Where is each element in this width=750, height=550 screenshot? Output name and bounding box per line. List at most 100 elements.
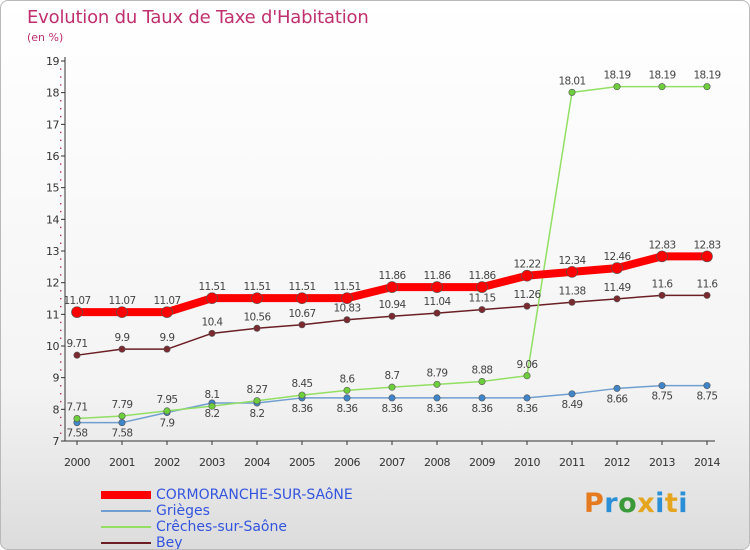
- legend-label: Crêches-sur-Saône: [156, 519, 287, 535]
- y-tick-label: 15: [46, 182, 59, 195]
- data-label-bey: 9.71: [67, 338, 88, 350]
- data-label-cr-ches-sur-sa-ne: 8.88: [472, 364, 493, 376]
- data-label-cr-ches-sur-sa-ne: 18.19: [603, 70, 630, 82]
- data-label-cr-ches-sur-sa-ne: 7.79: [112, 399, 133, 411]
- data-point-bey: [478, 306, 486, 314]
- legend-swatch: [101, 491, 151, 499]
- data-label-bey: 9.9: [160, 332, 175, 344]
- x-tick-label: 2012: [604, 456, 630, 469]
- data-label-gri-ges: 8.36: [517, 403, 539, 415]
- data-label-bey: 11.15: [468, 293, 495, 305]
- data-point-cormoranche-sur-sa-ne: [701, 250, 713, 263]
- data-point-bey: [163, 345, 171, 353]
- axes: 7 8 9 10 11 12 13 14 15 16 17 18 19 2000 2001 2002 2003 2…: [46, 55, 721, 469]
- data-point-cormoranche-sur-sa-ne: [251, 292, 263, 304]
- data-label-gri-ges: 7.9: [160, 418, 175, 430]
- y-minor-tick: [60, 266, 62, 268]
- legend-swatch: [101, 526, 151, 528]
- data-point-cr-ches-sur-sa-ne: [118, 412, 126, 420]
- data-point-cr-ches-sur-sa-ne: [298, 391, 306, 399]
- y-minor-tick: [60, 108, 62, 110]
- y-minor-tick: [60, 84, 62, 86]
- logo-letter: i: [655, 488, 665, 519]
- data-point-bey: [253, 324, 261, 332]
- legend-swatch: [101, 510, 151, 512]
- data-point-cormoranche-sur-sa-ne: [476, 281, 488, 293]
- y-minor-tick: [60, 393, 62, 395]
- data-label-gri-ges: 8.75: [697, 391, 718, 403]
- x-tick-label: 2005: [289, 456, 315, 469]
- data-point-cormoranche-sur-sa-ne: [116, 306, 128, 318]
- data-point-cormoranche-sur-sa-ne: [71, 306, 83, 318]
- data-label-cr-ches-sur-sa-ne: 8.45: [292, 378, 313, 390]
- y-minor-tick: [60, 274, 62, 276]
- series-dots: [71, 83, 713, 427]
- data-point-cr-ches-sur-sa-ne: [208, 402, 216, 410]
- logo-letter: t: [664, 488, 679, 519]
- data-point-bey: [298, 321, 306, 329]
- data-point-cr-ches-sur-sa-ne: [433, 380, 441, 388]
- x-tick-label: 2006: [334, 456, 360, 469]
- data-label-bey: 10.4: [202, 316, 224, 328]
- y-minor-tick: [60, 115, 62, 118]
- data-label-cr-ches-sur-sa-ne: 7.71: [67, 402, 88, 414]
- data-point-cr-ches-sur-sa-ne: [523, 372, 531, 380]
- data-point-cr-ches-sur-sa-ne: [388, 383, 396, 391]
- y-minor-tick: [60, 100, 62, 102]
- proxiti-logo: Proxiti: [584, 488, 688, 519]
- x-tick-label: 2004: [244, 456, 270, 469]
- data-point-gri-ges: [343, 394, 351, 402]
- data-label-cr-ches-sur-sa-ne: 8.1: [205, 389, 220, 401]
- data-point-cr-ches-sur-sa-ne: [253, 397, 261, 405]
- data-label-cr-ches-sur-sa-ne: 18.01: [558, 75, 585, 87]
- legend-label: Bey: [156, 535, 183, 550]
- data-point-cr-ches-sur-sa-ne: [703, 83, 711, 91]
- data-point-cormoranche-sur-sa-ne: [566, 266, 578, 278]
- data-point-gri-ges: [523, 394, 531, 402]
- y-minor-tick: [60, 76, 62, 78]
- y-tick-label: 12: [46, 277, 59, 290]
- data-label-cormoranche-sur-sa-ne: 12.34: [558, 255, 586, 267]
- y-minor-tick: [60, 131, 62, 134]
- data-label-bey: 11.6: [652, 278, 674, 290]
- data-point-bey: [118, 345, 126, 353]
- data-point-gri-ges: [388, 394, 396, 402]
- y-minor-tick: [60, 290, 62, 292]
- data-label-cr-ches-sur-sa-ne: 8.79: [427, 367, 448, 379]
- data-point-bey: [208, 329, 216, 337]
- y-minor-tick: [60, 385, 62, 387]
- y-minor-tick: [60, 210, 62, 213]
- legend-swatch: [101, 542, 151, 544]
- x-tick-label: 2009: [469, 456, 495, 469]
- data-label-cormoranche-sur-sa-ne: 12.83: [693, 239, 720, 251]
- data-label-cormoranche-sur-sa-ne: 11.07: [63, 295, 90, 307]
- data-label-cormoranche-sur-sa-ne: 12.22: [513, 259, 540, 271]
- data-point-cr-ches-sur-sa-ne: [478, 377, 486, 385]
- x-tick-label: 2003: [199, 456, 225, 469]
- y-tick-label: 17: [46, 118, 59, 131]
- data-point-bey: [568, 298, 576, 306]
- data-label-gri-ges: 8.36: [427, 403, 449, 415]
- y-minor-tick: [60, 139, 62, 142]
- data-point-gri-ges: [433, 394, 441, 402]
- y-minor-tick: [60, 179, 62, 181]
- y-tick-label: 16: [46, 150, 59, 163]
- y-minor-tick: [60, 171, 62, 173]
- x-tick-label: 2000: [64, 456, 90, 469]
- data-point-bey: [523, 302, 531, 310]
- data-point-cr-ches-sur-sa-ne: [568, 88, 576, 96]
- data-label-bey: 10.56: [243, 311, 271, 323]
- y-minor-tick: [60, 163, 62, 165]
- y-minor-tick: [60, 424, 62, 427]
- y-minor-tick: [60, 226, 62, 229]
- data-label-cormoranche-sur-sa-ne: 11.51: [243, 281, 270, 293]
- chart-title: Evolution du Taux de Taxe d'Habitation: [27, 7, 369, 28]
- y-minor-tick: [60, 298, 62, 300]
- data-label-cr-ches-sur-sa-ne: 8.7: [385, 370, 400, 382]
- y-tick-label: 9: [53, 372, 60, 385]
- data-point-cormoranche-sur-sa-ne: [611, 262, 623, 274]
- data-label-gri-ges: 8.36: [472, 403, 494, 415]
- data-point-gri-ges: [568, 390, 576, 398]
- data-point-gri-ges: [703, 382, 711, 390]
